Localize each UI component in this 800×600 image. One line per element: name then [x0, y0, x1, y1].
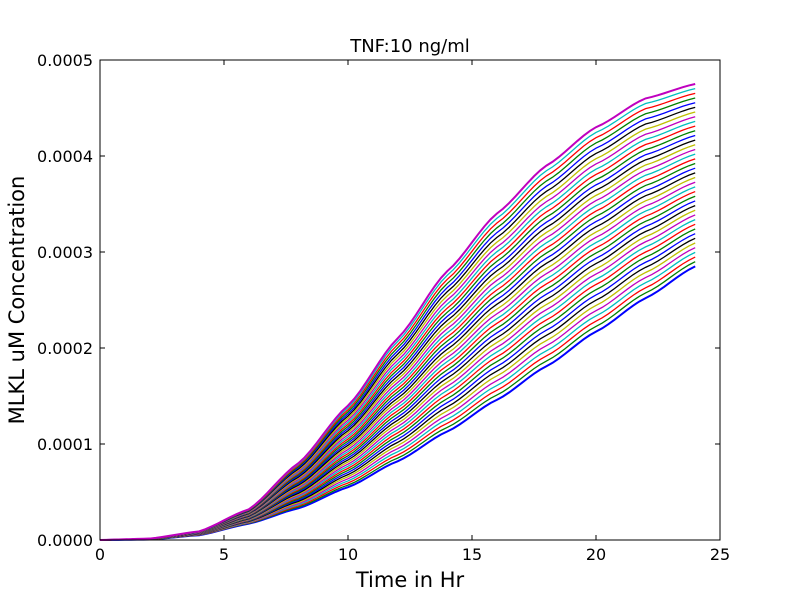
series-line — [99, 195, 696, 541]
x-tick-label: 20 — [586, 545, 606, 564]
series-line — [99, 265, 696, 541]
y-tick-label: 0.0003 — [37, 243, 93, 262]
series-lines — [99, 83, 696, 541]
y-axis-title: MLKL uM Concentration — [5, 176, 29, 425]
y-tick-label: 0.0000 — [37, 531, 93, 550]
series-line — [99, 92, 696, 541]
series-line — [99, 88, 696, 541]
y-tick-label: 0.0005 — [37, 51, 93, 70]
y-tick-label: 0.0002 — [37, 339, 93, 358]
x-tick-label: 25 — [710, 545, 730, 564]
x-tick-label: 0 — [95, 545, 105, 564]
y-tick-label: 0.0001 — [37, 435, 93, 454]
series-line — [99, 190, 696, 541]
series-line — [99, 106, 696, 541]
x-tick-label: 5 — [219, 545, 229, 564]
chart-title: TNF:10 ng/ml — [349, 36, 470, 57]
series-line — [99, 247, 696, 541]
plot-frame — [99, 59, 721, 541]
series-line — [99, 209, 696, 541]
y-axis-ticks: 0.0000 0.0001 0.0002 0.0003 0.0004 0.0005 — [37, 51, 720, 550]
series-line — [99, 251, 696, 541]
x-axis-ticks: 0 5 10 15 20 25 — [95, 60, 730, 564]
x-axis-title: Time in Hr — [355, 568, 465, 592]
x-tick-label: 15 — [462, 545, 482, 564]
series-line — [99, 130, 696, 541]
x-tick-label: 10 — [338, 545, 358, 564]
y-tick-label: 0.0004 — [37, 147, 93, 166]
series-line — [99, 83, 696, 541]
series-line — [99, 125, 696, 541]
series-line — [99, 228, 696, 541]
